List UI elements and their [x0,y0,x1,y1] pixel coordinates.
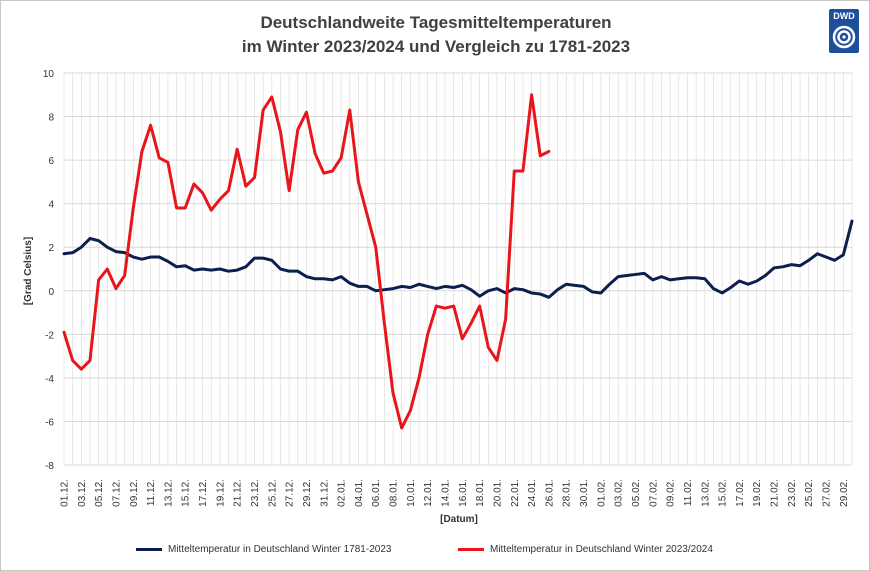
x-tick-label: 20.01. [492,479,503,507]
legend-label-1781-2023: Mitteltemperatur in Deutschland Winter 1… [168,544,392,555]
chart-title-line-2: im Winter 2023/2024 und Vergleich zu 178… [241,37,631,56]
x-tick-label: 11.02. [683,479,694,506]
x-tick-label: 28.01. [562,479,573,507]
series-line-1781-2023 [62,219,854,299]
dwd-swirl-icon [832,25,856,49]
x-tick-label: 15.02. [718,479,729,507]
y-tick-label: 10 [43,69,55,80]
x-tick-label: 27.12. [285,479,296,507]
horizontal-gridlines [64,72,852,466]
y-tick-label: 0 [48,287,54,298]
x-tick-label: 07.12. [111,479,122,507]
x-tick-label: 23.12. [250,479,261,507]
y-axis-label: [Grad Celsius] [23,237,34,305]
x-tick-label: 15.12. [181,479,192,507]
legend-item-1781-2023: Mitteltemperatur in Deutschland Winter 1… [136,544,391,555]
x-tick-label: 06.01. [371,479,382,507]
y-tick-label: -2 [45,330,54,341]
legend-label-2023-2024: Mitteltemperatur in Deutschland Winter 2… [490,544,713,555]
x-tick-label: 17.12. [198,479,209,507]
x-tick-label: 10.01. [406,479,417,507]
dwd-logo: DWD [829,9,859,53]
x-tick-label: 05.02. [631,479,642,507]
x-tick-label: 29.02. [839,479,850,507]
legend-swatch-2023-2024 [458,548,484,551]
x-tick-label: 05.12. [94,479,105,507]
x-tick-label: 21.02. [770,479,781,507]
series-line-2023-2024 [62,93,551,430]
y-tick-label: 6 [48,156,54,167]
y-tick-label: 8 [48,113,54,124]
x-tick-label: 26.01. [544,479,555,507]
x-tick-label: 23.02. [787,479,798,507]
x-tick-label: 31.12. [319,479,330,507]
y-tick-label: -4 [45,374,54,385]
x-tick-label: 13.02. [700,479,711,507]
x-tick-label: 17.02. [735,479,746,507]
dwd-logo-text: DWD [833,11,855,21]
x-tick-label: 01.02. [596,479,607,507]
x-tick-label: 11.12. [146,479,157,506]
chart-title-line-1: Deutschlandweite Tagesmitteltemperaturen [260,13,612,32]
x-tick-label: 24.01. [527,479,538,507]
x-tick-label: 13.12. [163,479,174,507]
x-tick-label: 01.12. [60,479,71,507]
y-tick-label: -8 [45,461,54,472]
vertical-gridlines [63,73,853,465]
x-tick-label: 22.01. [510,479,521,507]
y-tick-labels: -8 -6 -4 -2 0 2 4 6 8 10 [43,69,55,472]
x-tick-label: 12.01. [423,479,434,507]
x-tick-label: 04.01. [354,479,365,507]
x-tick-label: 02.01. [337,479,348,507]
x-tick-label: 18.01. [475,479,486,507]
x-tick-label: 14.01. [441,479,452,507]
x-tick-label: 03.02. [614,479,625,507]
x-axis-label: [Datum] [440,514,478,525]
x-tick-label: 07.02. [648,479,659,507]
y-tick-label: 4 [48,200,54,211]
x-tick-labels: 01.12. 03.12. 05.12. 07.12. 09.12. 11.12. 13.1… [60,479,850,507]
x-tick-label: 09.02. [666,479,677,507]
legend-swatch-1781-2023 [136,548,162,551]
x-tick-label: 09.12. [129,479,140,507]
x-tick-label: 19.02. [752,479,763,507]
x-tick-label: 30.01. [579,479,590,507]
x-tick-label: 19.12. [215,479,226,507]
x-tick-label: 25.02. [804,479,815,507]
x-tick-label: 16.01. [458,479,469,507]
legend-item-2023-2024: Mitteltemperatur in Deutschland Winter 2… [458,544,713,555]
y-tick-label: -6 [45,417,54,428]
y-tick-label: 2 [48,243,54,254]
x-tick-label: 27.02. [822,479,833,507]
x-tick-label: 03.12. [77,479,88,507]
x-tick-label: 25.12. [267,479,278,507]
x-tick-label: 08.01. [389,479,400,507]
x-tick-label: 21.12. [233,479,244,507]
series-lines [62,93,854,430]
x-tick-label: 29.12. [302,479,313,507]
